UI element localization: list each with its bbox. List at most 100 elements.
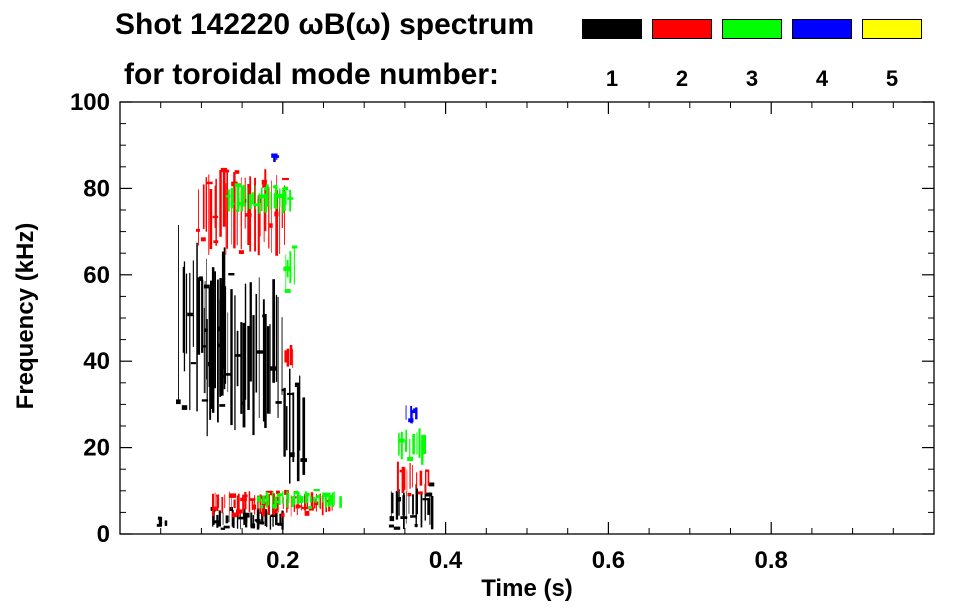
- spectral-streak: [231, 193, 232, 245]
- y-tick-label: 80: [83, 175, 110, 202]
- spectral-streak: [419, 470, 423, 486]
- spectral-blob: [262, 184, 266, 188]
- spectral-blob: [176, 399, 181, 405]
- spectral-streak: [293, 492, 296, 505]
- spectral-blob: [270, 514, 276, 517]
- spectral-streak: [234, 295, 236, 431]
- spectral-streak: [244, 512, 248, 528]
- spectral-blob: [417, 491, 423, 495]
- spectral-streak: [398, 489, 400, 516]
- spectral-blob: [274, 500, 280, 504]
- spectral-streak: [226, 170, 228, 249]
- spectral-blob: [272, 504, 277, 509]
- spectral-blob: [313, 489, 320, 492]
- spectral-streak: [240, 322, 243, 414]
- spectral-streak: [185, 273, 188, 354]
- spectral-streak: [178, 225, 179, 402]
- spectral-streak: [263, 196, 265, 243]
- spectral-streak: [278, 496, 279, 513]
- spectral-blob: [282, 177, 289, 181]
- spectral-blob: [209, 318, 216, 322]
- spectral-streak: [244, 283, 247, 400]
- spectral-streak: [221, 284, 224, 396]
- spectral-blob: [389, 516, 395, 522]
- spectral-streak: [286, 348, 290, 367]
- spectral-blob: [408, 418, 414, 423]
- spectral-streak: [339, 496, 342, 508]
- spectral-streak: [265, 491, 268, 508]
- spectral-streak: [302, 397, 306, 475]
- legend-label-mode-2: 2: [675, 66, 689, 91]
- spectral-streak: [412, 409, 414, 424]
- spectral-blob: [273, 510, 278, 514]
- spectral-streak: [230, 188, 233, 209]
- spectral-streak: [262, 495, 265, 504]
- spectral-streak: [197, 277, 201, 355]
- spectral-streak: [211, 267, 215, 413]
- spectral-streak: [278, 493, 281, 505]
- spectral-streak: [412, 494, 414, 515]
- x-tick-label: 0.6: [592, 547, 625, 574]
- spectral-streak: [269, 515, 272, 530]
- spectral-blob: [262, 194, 269, 199]
- spectral-streak: [319, 493, 321, 510]
- spectrogram-data-layer: [156, 153, 435, 530]
- spectral-streak: [219, 299, 221, 397]
- x-tick-label: 0.8: [755, 547, 788, 574]
- spectral-blob: [200, 237, 206, 242]
- spectral-streak: [289, 368, 291, 484]
- spectral-region-mode-1: [156, 516, 168, 527]
- spectral-streak: [310, 496, 312, 503]
- spectral-blob: [290, 452, 295, 458]
- spectral-blob: [295, 504, 300, 509]
- spectral-streak: [228, 491, 230, 516]
- spectral-blob: [220, 527, 225, 530]
- spectral-streak: [255, 185, 256, 210]
- spectral-blob: [214, 520, 220, 524]
- spectral-streak: [412, 465, 413, 488]
- spectral-streak: [236, 330, 239, 387]
- y-tick-label: 100: [70, 89, 110, 116]
- spectral-streak: [304, 491, 307, 504]
- spectral-streak: [405, 491, 407, 524]
- spectral-streak: [209, 189, 213, 250]
- spectral-blob: [274, 155, 280, 158]
- spectral-blob: [259, 521, 265, 525]
- spectral-blob: [425, 492, 433, 497]
- spectral-streak: [297, 491, 300, 504]
- spectral-streak: [283, 191, 286, 211]
- spectral-blob: [316, 495, 321, 499]
- spectral-region-mode-2: [196, 167, 289, 256]
- spectral-streak: [255, 293, 258, 393]
- spectral-streak: [236, 181, 238, 246]
- spectral-blob: [272, 185, 278, 189]
- spectral-streak: [275, 509, 278, 526]
- spectral-blob: [410, 410, 417, 414]
- spectral-streak: [289, 189, 292, 212]
- legend-label-mode-4: 4: [815, 66, 829, 91]
- spectral-streak: [281, 510, 284, 530]
- spectral-streak: [266, 184, 269, 207]
- spectral-region-mode-3: [256, 489, 342, 509]
- spectral-streak: [249, 282, 252, 382]
- spectral-blob: [225, 195, 231, 198]
- spectral-blob: [277, 193, 284, 199]
- spectral-blob: [234, 354, 241, 357]
- spectral-blob: [231, 181, 238, 187]
- spectral-streak: [292, 349, 294, 369]
- spectral-streak: [183, 261, 186, 372]
- spectral-streak: [236, 495, 239, 516]
- spectral-streak: [266, 326, 270, 414]
- chart-subtitle: for toroidal mode number:: [124, 58, 499, 91]
- spectral-streak: [306, 494, 309, 503]
- spectral-blob: [208, 362, 212, 367]
- spectral-blob: [156, 523, 162, 527]
- spectral-blob: [328, 499, 333, 503]
- spectral-streak: [214, 492, 216, 513]
- spectral-streak: [225, 183, 227, 255]
- spectral-streak: [275, 496, 279, 511]
- spectral-blob: [229, 493, 237, 498]
- spectral-streak: [244, 491, 247, 510]
- spectral-blob: [308, 506, 312, 509]
- spectral-streak: [215, 178, 217, 246]
